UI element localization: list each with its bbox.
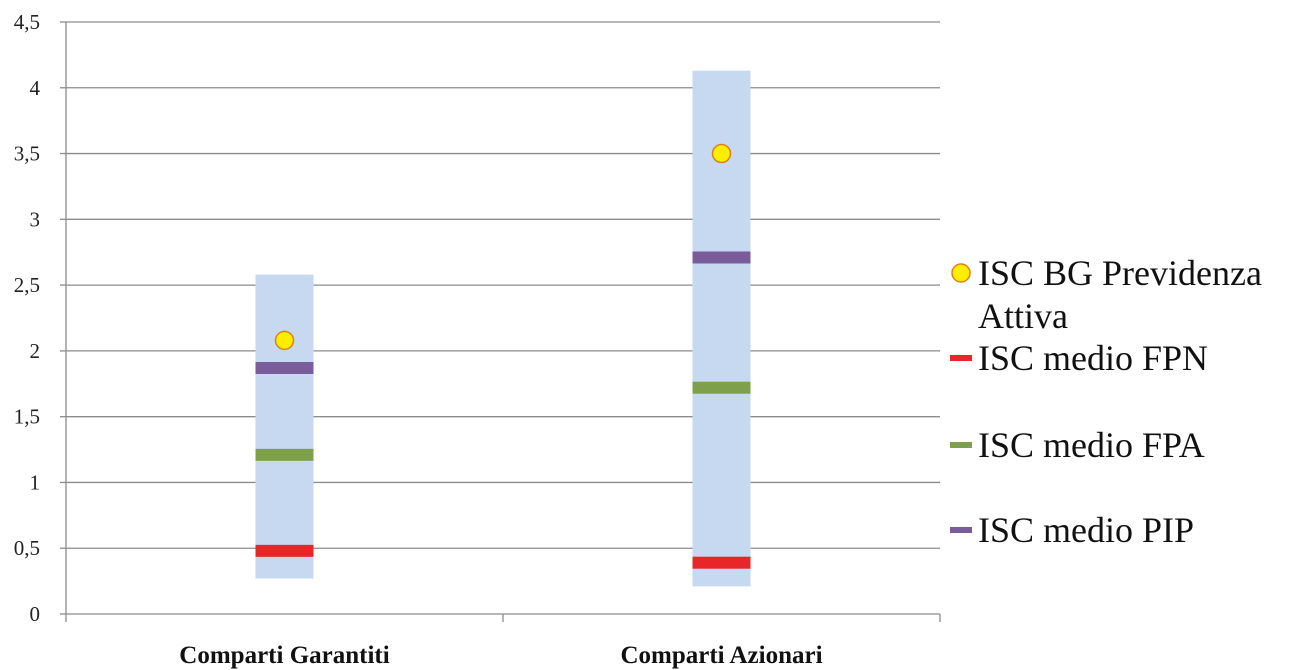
y-tick-label: 2,5 bbox=[14, 273, 40, 297]
axes bbox=[60, 21, 941, 622]
y-tick-label: 3,5 bbox=[14, 142, 40, 166]
legend-label: Attiva bbox=[978, 296, 1068, 336]
marker-point bbox=[274, 330, 295, 351]
marker-dash bbox=[255, 544, 314, 557]
y-tick-label: 3 bbox=[30, 207, 41, 231]
legend-swatch bbox=[950, 527, 972, 533]
category-label: Comparti Garantiti bbox=[179, 642, 389, 669]
series-markers bbox=[255, 143, 751, 569]
grid-lines bbox=[66, 21, 940, 549]
legend-swatch bbox=[950, 355, 972, 361]
legend-swatch bbox=[950, 442, 972, 448]
x-axis-category-labels: Comparti Garantiti Comparti Azionari bbox=[179, 642, 822, 669]
marker-dash bbox=[692, 251, 751, 264]
marker-point bbox=[711, 143, 732, 164]
legend-entry: ISC medio PIP bbox=[950, 510, 1194, 550]
y-tick-label: 0,5 bbox=[14, 536, 40, 560]
range-bars bbox=[255, 70, 751, 587]
marker-dash bbox=[255, 448, 314, 461]
y-tick-label: 0 bbox=[30, 602, 41, 626]
legend-label: ISC medio FPN bbox=[978, 338, 1208, 378]
y-axis-tick-labels: 0 0,5 1 1,5 2 2,5 3 3,5 4 4,5 bbox=[14, 10, 41, 626]
y-tick-label: 1,5 bbox=[14, 405, 40, 429]
marker-dash bbox=[255, 361, 314, 374]
marker-dash bbox=[692, 381, 751, 394]
legend-swatch bbox=[951, 263, 971, 283]
y-tick-label: 4 bbox=[30, 76, 41, 100]
legend-label: ISC medio PIP bbox=[978, 510, 1194, 550]
legend-entry: ISC medio FPN bbox=[950, 338, 1208, 378]
legend-label: ISC BG Previdenza bbox=[978, 253, 1262, 293]
y-tick-label: 2 bbox=[30, 339, 41, 363]
marker-dash bbox=[692, 556, 751, 569]
y-tick-label: 4,5 bbox=[14, 10, 40, 34]
legend-entry: ISC medio FPA bbox=[950, 425, 1205, 465]
range-bar bbox=[255, 274, 314, 579]
legend-label: ISC medio FPA bbox=[978, 425, 1205, 465]
category-label: Comparti Azionari bbox=[620, 642, 822, 669]
y-tick-label: 1 bbox=[30, 470, 41, 494]
